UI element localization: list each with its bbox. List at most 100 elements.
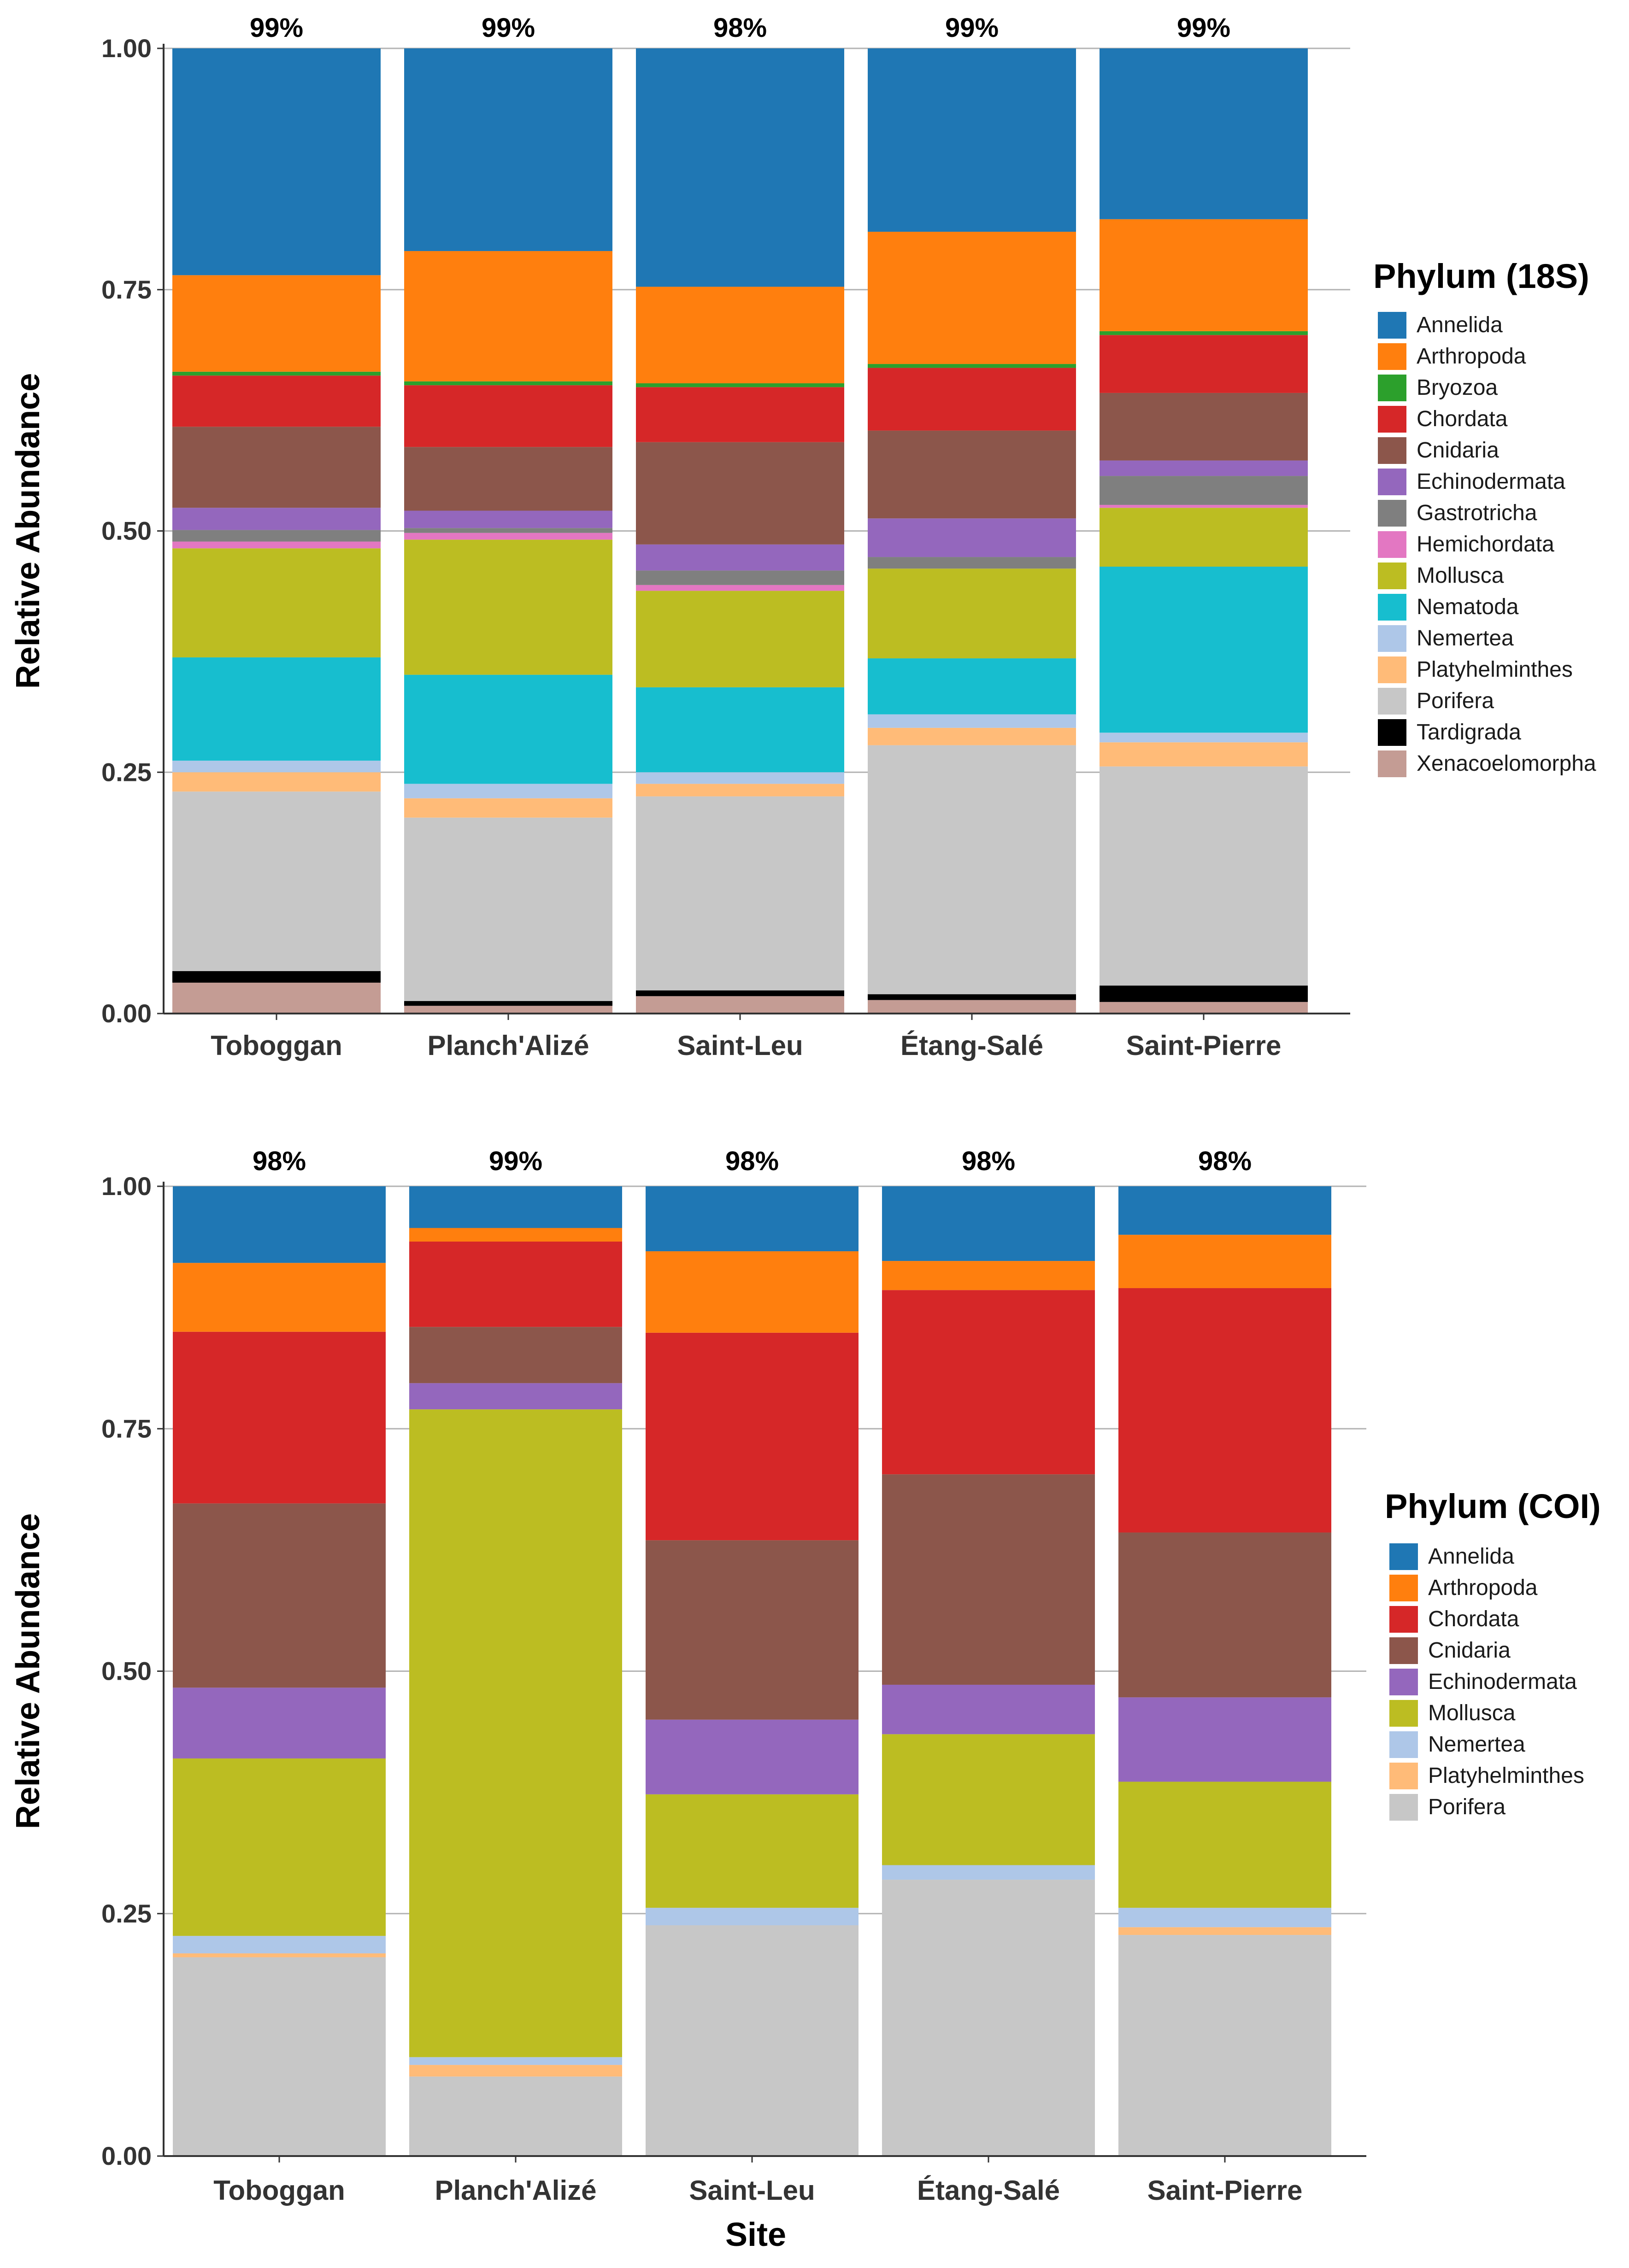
bar-segment-arthropoda (1100, 219, 1308, 331)
bar-segment-cnidaria (173, 1503, 386, 1688)
x-tick-label: Planch'Alizé (427, 1030, 589, 1061)
bar-segment-platyhelminthes (172, 772, 381, 792)
legend-swatch-bryozoa (1378, 375, 1406, 401)
x-tick-label: Étang-Salé (917, 2175, 1060, 2206)
legend-label-porifera: Porifera (1428, 1795, 1506, 1819)
bar-segment-chordata (172, 375, 381, 427)
bar-segment-porifera (409, 2076, 622, 2156)
bar-segment-chordata (882, 1290, 1095, 1475)
y-tick-label: 0.75 (101, 275, 152, 304)
legend-swatch-cnidaria (1378, 437, 1406, 464)
y-tick-label: 0.00 (101, 999, 152, 1028)
bar-segment-porifera (636, 796, 844, 990)
legend-label-mollusca: Mollusca (1428, 1701, 1516, 1725)
legend-swatch-nemertea (1389, 1731, 1418, 1758)
y-tick-label: 1.00 (101, 34, 152, 63)
bar-segment-cnidaria (409, 1327, 622, 1383)
legend-swatch-echinodermata (1389, 1669, 1418, 1695)
legend-label-cnidaria: Cnidaria (1417, 438, 1499, 463)
bar-segment-cnidaria (1100, 393, 1308, 461)
bar-segment-annelida (404, 48, 612, 251)
legend-swatch-chordata (1389, 1606, 1418, 1633)
bar-segment-annelida (868, 48, 1076, 232)
bar-segment-mollusca (409, 1409, 622, 2057)
bar-segment-annelida (172, 48, 381, 275)
bar-segment-annelida (646, 1186, 859, 1252)
legend-label-chordata: Chordata (1417, 407, 1508, 431)
legend-label-platyhelminthes: Platyhelminthes (1417, 657, 1573, 682)
bar-segment-bryozoa (404, 381, 612, 386)
bar-segment-nemertea (636, 772, 844, 784)
legend-label-arthropoda: Arthropoda (1428, 1576, 1538, 1600)
bar-segment-mollusca (868, 568, 1076, 659)
bar-segment-xenacoelomorpha (172, 982, 381, 1014)
x-tick-label: Toboggan (211, 1030, 342, 1061)
bar-segment-tardigrada (868, 994, 1076, 1000)
legend-label-annelida: Annelida (1428, 1544, 1514, 1569)
bar-segment-porifera (882, 1880, 1095, 2156)
x-tick-label: Toboggan (213, 2175, 345, 2206)
bar-segment-cnidaria (646, 1540, 859, 1720)
legend-swatch-echinodermata (1378, 469, 1406, 495)
legend-label-echinodermata: Echinodermata (1428, 1670, 1577, 1694)
bar-segment-mollusca (636, 591, 844, 687)
bar-segment-tardigrada (404, 1001, 612, 1006)
bar-segment-nemertea (646, 1908, 859, 1926)
legend-swatch-nemertea (1378, 625, 1406, 652)
bar-segment-cnidaria (1118, 1532, 1331, 1698)
bar-segment-mollusca (172, 548, 381, 657)
bar-segment-arthropoda (882, 1261, 1095, 1290)
bar-segment-porifera (646, 1925, 859, 2156)
legend-swatch-platyhelminthes (1378, 656, 1406, 683)
x-tick-label: Saint-Pierre (1126, 1030, 1282, 1061)
bar-percent-label: 99% (489, 1146, 542, 1176)
bar-segment-mollusca (1100, 508, 1308, 567)
bar-percent-label: 99% (945, 13, 999, 43)
y-axis-title: Relative Abundance (10, 1513, 47, 1829)
legend-swatch-porifera (1378, 688, 1406, 715)
bar-segment-echinodermata (636, 544, 844, 571)
bar-segment-nemertea (1100, 733, 1308, 743)
legend-swatch-porifera (1389, 1794, 1418, 1821)
bar-segment-echinodermata (404, 510, 612, 528)
bar-percent-label: 98% (713, 13, 767, 43)
bar-segment-arthropoda (868, 232, 1076, 364)
bar-segment-annelida (1100, 48, 1308, 219)
bar-segment-bryozoa (1100, 331, 1308, 335)
y-tick-label: 0.00 (101, 2141, 152, 2170)
bar-segment-nematoda (1100, 567, 1308, 733)
legend-label-gastrotricha: Gastrotricha (1417, 501, 1537, 525)
bar-segment-chordata (409, 1241, 622, 1327)
x-tick-label: Étang-Salé (900, 1030, 1043, 1061)
bar-segment-xenacoelomorpha (868, 1000, 1076, 1014)
bar-segment-platyhelminthes (868, 727, 1076, 745)
legend: Phylum (COI) Annelida Arthropoda Chordata Cn… (1385, 1487, 1601, 1821)
bar-segment-xenacoelomorpha (404, 1006, 612, 1014)
bar-percent-label: 99% (250, 13, 303, 43)
bar-segment-chordata (404, 385, 612, 447)
legend-label-nematoda: Nematoda (1417, 595, 1519, 619)
bar-segment-platyhelminthes (173, 1953, 386, 1957)
bar-segment-cnidaria (868, 430, 1076, 519)
legend-label-cnidaria: Cnidaria (1428, 1638, 1511, 1663)
bar-segment-gastrotricha (636, 570, 844, 585)
bar-segment-echinodermata (646, 1719, 859, 1794)
legend-swatch-annelida (1378, 312, 1406, 339)
legend-label-nemertea: Nemertea (1417, 626, 1514, 651)
bar-segment-porifera (1118, 1935, 1331, 2156)
bar-segment-nemertea (404, 784, 612, 798)
bar-segment-echinodermata (409, 1383, 622, 1410)
bar-segment-nematoda (404, 674, 612, 784)
bar-segment-arthropoda (1118, 1235, 1331, 1289)
bar-segment-annelida (636, 48, 844, 287)
bar-percent-label: 98% (725, 1146, 779, 1176)
bar-segment-mollusca (882, 1734, 1095, 1865)
legend-label-arthropoda: Arthropoda (1417, 344, 1526, 369)
x-axis-title: Site (725, 2216, 786, 2253)
bar-segment-chordata (636, 387, 844, 442)
y-tick-label: 0.50 (101, 1657, 152, 1686)
x-tick-label: Saint-Leu (689, 2175, 815, 2206)
y-tick-label: 0.25 (101, 757, 152, 786)
